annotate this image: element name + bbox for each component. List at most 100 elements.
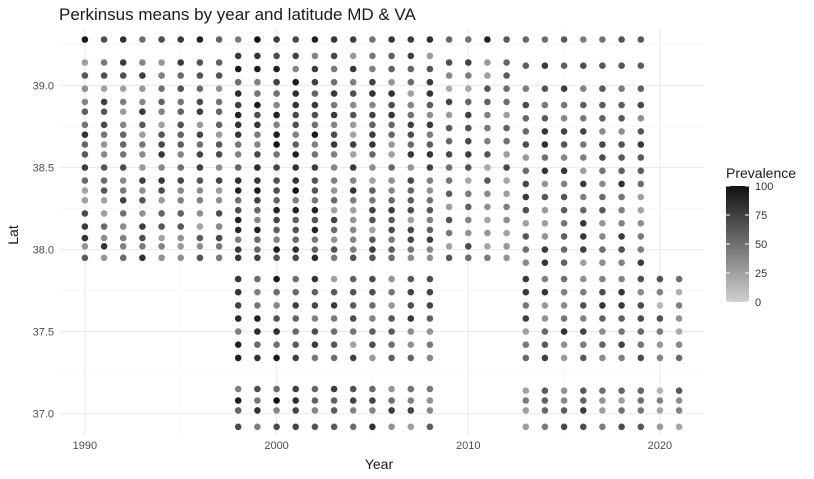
data-point	[503, 243, 510, 250]
data-point	[158, 223, 165, 230]
data-point	[599, 85, 606, 92]
data-point	[599, 407, 606, 414]
data-point	[388, 78, 395, 86]
data-point	[656, 397, 664, 404]
data-point	[541, 354, 549, 362]
data-point	[541, 315, 549, 322]
data-point	[503, 190, 510, 198]
data-point	[139, 197, 146, 204]
data-point	[369, 254, 376, 262]
data-point	[388, 151, 395, 158]
data-point	[330, 164, 338, 171]
data-point	[273, 354, 280, 362]
data-point	[426, 385, 434, 393]
data-point	[311, 111, 319, 119]
data-point	[541, 36, 549, 43]
data-point	[369, 397, 376, 404]
data-point	[369, 164, 376, 171]
data-point	[637, 36, 645, 43]
data-point	[407, 302, 415, 309]
data-point	[618, 288, 625, 296]
data-point	[407, 328, 415, 335]
data-point	[426, 187, 434, 194]
data-point	[158, 59, 165, 66]
data-point	[599, 423, 606, 431]
data-point	[560, 328, 568, 335]
data-point	[119, 187, 127, 194]
data-point	[580, 341, 587, 349]
data-point	[407, 423, 415, 431]
data-point	[522, 233, 530, 240]
data-point	[254, 328, 261, 335]
data-point	[139, 59, 146, 66]
data-point	[637, 423, 645, 431]
data-point	[618, 115, 625, 122]
data-point	[81, 223, 89, 230]
data-point	[177, 254, 184, 262]
data-point	[637, 354, 645, 362]
data-point	[81, 108, 89, 115]
data-point	[522, 62, 530, 69]
data-point	[273, 226, 280, 234]
data-point	[675, 354, 683, 362]
data-point	[369, 90, 376, 97]
data-point	[349, 52, 357, 60]
data-point	[465, 137, 472, 145]
data-point	[618, 387, 625, 395]
data-point	[273, 206, 280, 214]
data-point	[388, 254, 395, 262]
data-point	[445, 72, 453, 79]
data-point	[369, 385, 376, 393]
data-point	[81, 210, 89, 217]
data-point	[503, 151, 510, 158]
data-point	[119, 151, 127, 158]
data-point	[177, 151, 184, 158]
data-point	[311, 177, 319, 184]
data-point	[503, 229, 510, 237]
data-point	[234, 36, 242, 43]
data-point	[100, 72, 108, 79]
data-point	[465, 164, 472, 171]
data-point	[100, 98, 108, 106]
legend-tick-label: 25	[755, 268, 767, 280]
data-point	[158, 187, 165, 194]
data-point	[637, 115, 645, 122]
data-point	[330, 407, 338, 414]
data-point	[656, 315, 664, 322]
data-point	[541, 233, 549, 240]
data-point	[407, 197, 415, 204]
data-point	[273, 236, 280, 243]
data-point	[273, 216, 280, 224]
data-point	[388, 177, 395, 184]
data-point	[273, 315, 280, 322]
data-point	[330, 187, 338, 194]
data-point	[599, 275, 606, 283]
data-point	[541, 275, 549, 283]
data-point	[388, 164, 395, 171]
data-point	[675, 387, 683, 395]
data-point	[158, 151, 165, 158]
data-point	[254, 101, 261, 109]
data-point	[273, 141, 280, 148]
data-point	[599, 62, 606, 69]
data-point	[465, 254, 472, 262]
data-point	[599, 180, 606, 188]
data-point	[273, 164, 280, 171]
data-point	[196, 254, 204, 262]
data-point	[560, 167, 568, 175]
data-point	[618, 85, 625, 92]
data-point	[522, 154, 530, 161]
data-point	[311, 288, 319, 296]
data-point	[311, 236, 319, 243]
data-point	[234, 354, 242, 362]
data-point	[311, 254, 319, 262]
data-point	[349, 302, 357, 309]
data-point	[599, 288, 606, 296]
data-point	[100, 141, 108, 148]
data-point	[158, 197, 165, 204]
data-point	[445, 59, 453, 66]
data-point	[196, 121, 204, 129]
data-point	[465, 216, 472, 224]
data-point	[349, 254, 357, 262]
data-point	[560, 275, 568, 283]
